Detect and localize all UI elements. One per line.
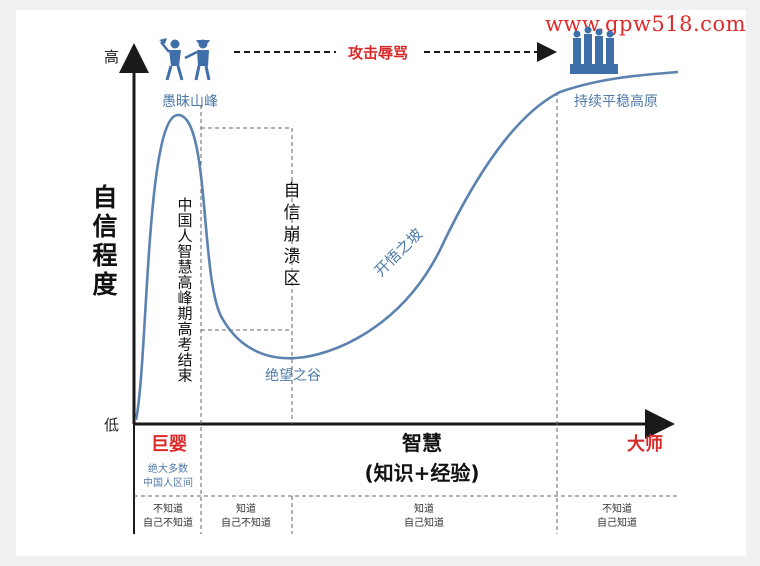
audience-group-icon (570, 26, 618, 74)
x-title-line1: 智慧 (402, 431, 442, 455)
peak-label: 愚昧山峰 (162, 94, 218, 110)
arguing-people-icon (159, 38, 211, 81)
stage-3-line2: 自己知道 (404, 516, 444, 529)
stage-1-line2: 自己不知道 (143, 516, 193, 529)
svg-text:自信程度: 自信程度 (92, 183, 117, 299)
y-axis-title: 自信程度 (92, 183, 117, 299)
collapse-zone-label: 自信崩溃区 (284, 181, 301, 289)
exam-note: 中国人智慧高峰期高考结束 (177, 196, 192, 385)
attack-label: 攻击辱骂 (348, 44, 408, 62)
x-title-line2: (知识+经验) (364, 461, 479, 485)
chart-frame (16, 10, 746, 556)
slope-label: 开悟之坡 (371, 225, 426, 280)
svg-text:中国人智慧高峰期高考结束: 中国人智慧高峰期高考结束 (177, 196, 192, 385)
stage-4-line2: 自己知道 (597, 516, 637, 529)
svg-text:自信崩溃区: 自信崩溃区 (284, 181, 301, 289)
stage-2-line1: 知道 (236, 502, 256, 515)
stage-2-line2: 自己不知道 (221, 516, 271, 529)
majority-note-line2: 中国人区间 (143, 476, 193, 489)
x-right-label: 大师 (627, 433, 663, 455)
y-low-label: 低 (104, 416, 119, 434)
x-left-label: 巨婴 (151, 434, 187, 455)
y-high-label: 高 (104, 48, 119, 66)
stage-1-line1: 不知道 (153, 502, 183, 515)
stage-3-line1: 知道 (414, 502, 434, 515)
stage-4-line1: 不知道 (602, 502, 632, 515)
confidence-curve (134, 70, 679, 421)
majority-note-line1: 绝大多数 (148, 462, 188, 475)
valley-label: 绝望之谷 (265, 368, 321, 384)
plateau-label: 持续平稳高原 (574, 93, 658, 110)
